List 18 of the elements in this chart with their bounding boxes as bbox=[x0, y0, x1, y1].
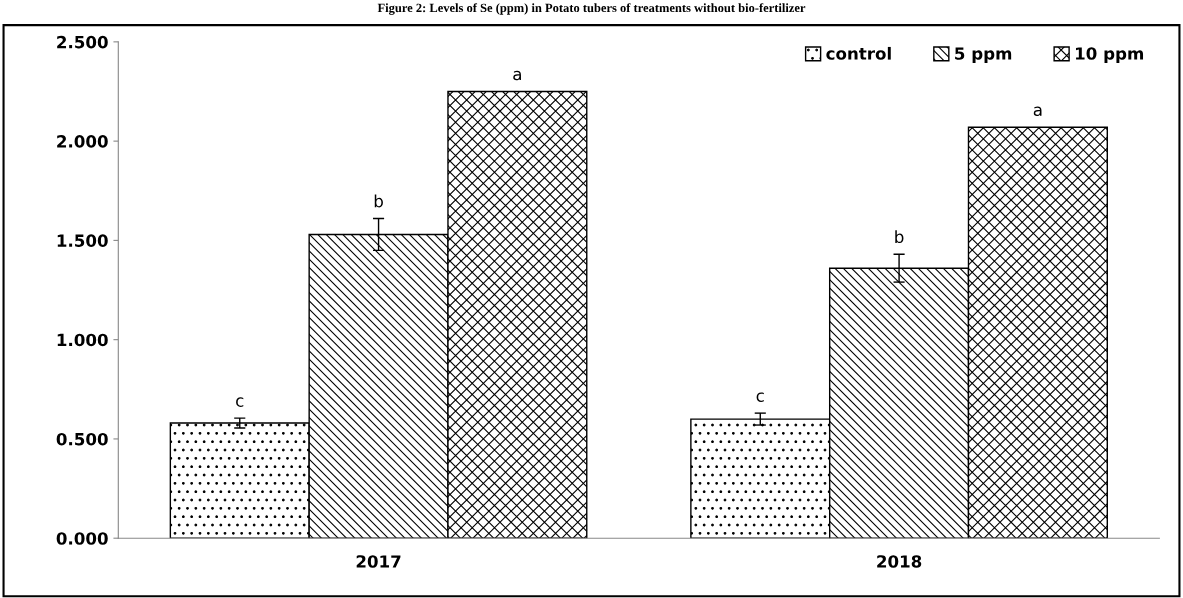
y-tick-label: 1.000 bbox=[57, 333, 108, 347]
y-tick-label: 2.500 bbox=[57, 35, 108, 49]
y-tick-label: 1.500 bbox=[57, 234, 108, 247]
data-label: c bbox=[756, 392, 764, 402]
x-tick-label: 2018 bbox=[877, 555, 922, 568]
data-label: c bbox=[236, 397, 244, 407]
data-label: b bbox=[895, 230, 904, 244]
data-label: a bbox=[513, 70, 521, 81]
chart-title: Figure 2: Levels of Se (ppm) in Potato tubers of treatments without bio-fertilizer bbox=[377, 3, 806, 15]
legend-label: 5 ppm bbox=[955, 47, 1012, 64]
y-tick-label: 0.000 bbox=[56, 532, 108, 545]
y-tick-label: 0.500 bbox=[56, 432, 108, 446]
x-tick-label: 2017 bbox=[356, 555, 401, 568]
legend-label: control bbox=[826, 46, 891, 60]
y-tick-label: 2.000 bbox=[57, 135, 108, 148]
data-label: b bbox=[374, 194, 383, 208]
legend-label: 10 ppm bbox=[1076, 47, 1144, 64]
data-label: a bbox=[1033, 106, 1042, 117]
